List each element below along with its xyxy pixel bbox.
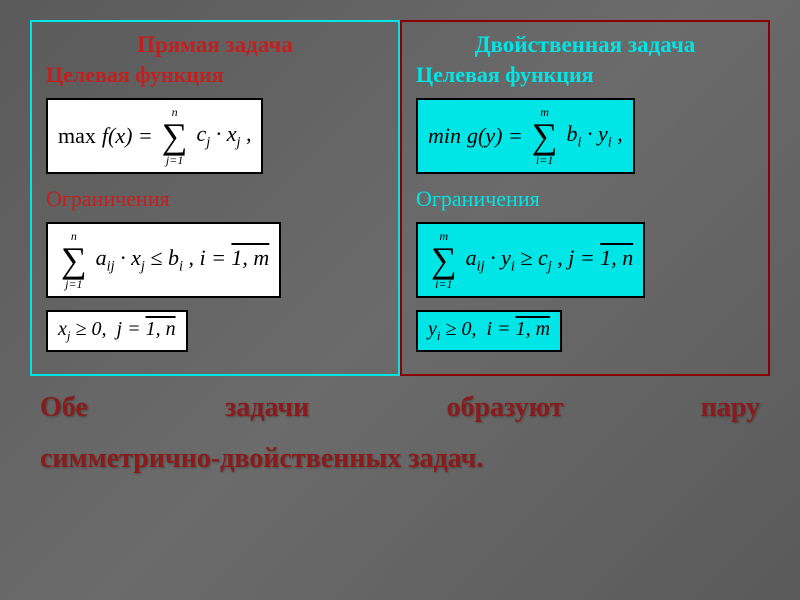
primal-heading: Прямая задача: [46, 32, 384, 58]
dual-column: Двойственная задача Целевая функция min …: [400, 20, 770, 376]
sum-symbol: m ∑ i=1: [532, 106, 558, 166]
dual-constraints-label: Ограничения: [416, 186, 754, 212]
primal-objective-formula: max f(x) = n ∑ j=1 cj · xj ,: [46, 98, 263, 174]
primal-term: cj · xj ,: [196, 121, 251, 151]
dual-constraint2: yi ≥ 0, i = 1, m: [416, 310, 562, 352]
dual-objective-formula: min g(y) = m ∑ i=1 bi · yi ,: [416, 98, 635, 174]
dual-term: bi · yi ,: [566, 121, 622, 151]
dual-heading: Двойственная задача: [416, 32, 754, 58]
max-label: max: [58, 123, 96, 149]
columns-wrapper: Прямая задача Целевая функция max f(x) =…: [30, 20, 770, 376]
dual-func: g(y) =: [467, 123, 523, 149]
primal-constraint2: xj ≥ 0, j = 1, n: [46, 310, 188, 352]
bottom-text-line1: Обе задачи образуют пару: [30, 388, 770, 427]
slide-container: Прямая задача Целевая функция max f(x) =…: [0, 0, 800, 600]
dual-subheading: Целевая функция: [416, 62, 754, 88]
primal-constraints-label: Ограничения: [46, 186, 384, 212]
sum-symbol: m ∑ i=1: [431, 230, 457, 290]
dual-constraint1: m ∑ i=1 aij · yi ≥ cj , j = 1, n: [416, 222, 645, 298]
bottom-text-line2: симметрично-двойственных задач.: [30, 439, 770, 478]
sum-symbol: n ∑ j=1: [61, 230, 87, 290]
primal-column: Прямая задача Целевая функция max f(x) =…: [30, 20, 400, 376]
primal-subheading: Целевая функция: [46, 62, 384, 88]
primal-func: f(x) =: [102, 123, 153, 149]
sum-symbol: n ∑ j=1: [162, 106, 188, 166]
primal-constraint1: n ∑ j=1 aij · xj ≤ bi , i = 1, m: [46, 222, 281, 298]
min-label: min: [428, 123, 461, 149]
